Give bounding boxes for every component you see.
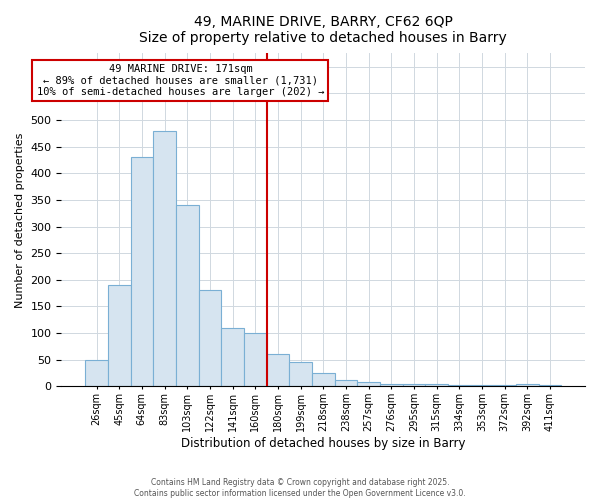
Bar <box>176 205 199 386</box>
Bar <box>199 290 221 386</box>
Y-axis label: Number of detached properties: Number of detached properties <box>15 132 25 308</box>
Bar <box>539 385 561 386</box>
Bar <box>357 382 380 386</box>
Bar <box>470 385 493 386</box>
Bar <box>403 384 425 386</box>
Bar <box>493 385 516 386</box>
Bar <box>131 157 153 386</box>
Bar <box>448 385 470 386</box>
Bar <box>516 384 539 386</box>
Title: 49, MARINE DRIVE, BARRY, CF62 6QP
Size of property relative to detached houses i: 49, MARINE DRIVE, BARRY, CF62 6QP Size o… <box>139 15 507 45</box>
X-axis label: Distribution of detached houses by size in Barry: Distribution of detached houses by size … <box>181 437 466 450</box>
Bar <box>289 362 312 386</box>
Bar <box>312 373 335 386</box>
Text: 49 MARINE DRIVE: 171sqm
← 89% of detached houses are smaller (1,731)
10% of semi: 49 MARINE DRIVE: 171sqm ← 89% of detache… <box>37 64 324 97</box>
Bar <box>244 333 266 386</box>
Bar <box>221 328 244 386</box>
Bar <box>153 130 176 386</box>
Bar <box>425 384 448 386</box>
Bar <box>335 380 357 386</box>
Bar <box>108 285 131 386</box>
Bar <box>380 384 403 386</box>
Bar <box>266 354 289 386</box>
Text: Contains HM Land Registry data © Crown copyright and database right 2025.
Contai: Contains HM Land Registry data © Crown c… <box>134 478 466 498</box>
Bar <box>85 360 108 386</box>
